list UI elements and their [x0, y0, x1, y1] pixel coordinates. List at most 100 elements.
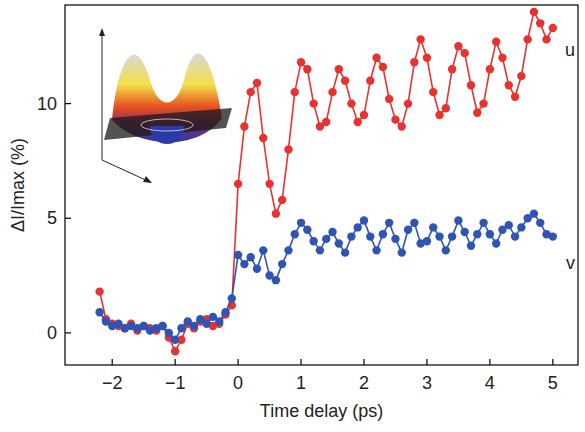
- series-line: [100, 12, 553, 351]
- data-point: [335, 65, 343, 73]
- inset-axis: [102, 30, 103, 160]
- data-point: [165, 329, 173, 337]
- x-tick-label: 0: [233, 373, 243, 393]
- data-point: [467, 242, 475, 250]
- data-point: [385, 219, 393, 227]
- data-point: [442, 104, 450, 112]
- data-point: [297, 58, 305, 66]
- data-point: [171, 347, 179, 355]
- series-label: v: [566, 253, 575, 273]
- data-point: [291, 88, 299, 96]
- data-point: [253, 79, 261, 87]
- data-point: [240, 260, 248, 268]
- data-point: [410, 219, 418, 227]
- series-label: u: [565, 40, 575, 60]
- data-point: [253, 264, 261, 272]
- data-point: [460, 228, 468, 236]
- data-point: [347, 232, 355, 240]
- x-tick-label: −2: [102, 373, 123, 393]
- data-point: [479, 99, 487, 107]
- data-point: [360, 216, 368, 224]
- y-tick: [65, 103, 71, 104]
- x-tick-label: 4: [485, 373, 495, 393]
- chart: −2−10123450510Time delay (ps)ΔI/Imax (%)…: [0, 0, 585, 432]
- x-tick: [426, 359, 427, 365]
- data-point: [511, 93, 519, 101]
- data-point: [398, 122, 406, 130]
- data-point: [284, 246, 292, 254]
- plot-area: [95, 8, 557, 356]
- data-point: [228, 294, 236, 302]
- data-point: [328, 228, 336, 236]
- series-line: [100, 214, 553, 340]
- data-point: [549, 24, 557, 32]
- inset-arrow: [143, 176, 152, 183]
- data-point: [530, 209, 538, 217]
- data-point: [454, 42, 462, 50]
- data-point: [291, 230, 299, 238]
- data-point: [473, 109, 481, 117]
- y-axis-title: ΔI/Imax (%): [8, 138, 28, 232]
- inset-well: [150, 126, 184, 144]
- data-point: [536, 219, 544, 227]
- data-point: [549, 232, 557, 240]
- data-point: [492, 37, 500, 45]
- inset-arrow: [99, 28, 105, 36]
- data-point: [492, 239, 500, 247]
- x-tick: [175, 359, 176, 365]
- data-point: [341, 76, 349, 84]
- data-point: [404, 99, 412, 107]
- data-point: [498, 54, 506, 62]
- data-point: [454, 216, 462, 224]
- data-point: [328, 88, 336, 96]
- x-tick: [489, 359, 490, 365]
- data-point: [511, 232, 519, 240]
- data-point: [158, 322, 166, 330]
- data-point: [303, 65, 311, 73]
- data-point: [398, 248, 406, 256]
- data-point: [448, 65, 456, 73]
- data-point: [335, 239, 343, 247]
- x-tick-label: 2: [359, 373, 369, 393]
- data-point: [221, 308, 229, 316]
- data-point: [486, 230, 494, 238]
- data-point: [259, 134, 267, 142]
- y-tick-label: 5: [47, 208, 57, 228]
- data-point: [460, 49, 468, 57]
- data-point: [435, 111, 443, 119]
- data-point: [272, 276, 280, 284]
- data-point: [410, 58, 418, 66]
- data-point: [486, 65, 494, 73]
- data-point: [423, 54, 431, 62]
- data-point: [171, 336, 179, 344]
- data-point: [372, 246, 380, 254]
- inset-surface: [99, 28, 232, 183]
- data-point: [202, 320, 210, 328]
- data-point: [190, 322, 198, 330]
- data-point: [379, 230, 387, 238]
- data-point: [234, 180, 242, 188]
- plot-frame: [65, 5, 578, 365]
- data-point: [366, 76, 374, 84]
- data-point: [246, 88, 254, 96]
- x-tick-label: 1: [296, 373, 306, 393]
- data-point: [272, 209, 280, 217]
- data-point: [360, 111, 368, 119]
- data-point: [366, 232, 374, 240]
- data-point: [385, 95, 393, 103]
- data-point: [259, 246, 267, 254]
- data-point: [467, 81, 475, 89]
- y-tick: [65, 218, 71, 219]
- x-tick: [112, 359, 113, 365]
- y-tick-label: 10: [37, 94, 57, 114]
- data-point: [246, 253, 254, 261]
- data-point: [435, 232, 443, 240]
- data-point: [423, 237, 431, 245]
- data-point: [278, 196, 286, 204]
- x-tick: [552, 359, 553, 365]
- data-point: [316, 246, 324, 254]
- data-point: [372, 54, 380, 62]
- data-point: [505, 221, 513, 229]
- data-point: [479, 219, 487, 227]
- x-tick-label: 3: [422, 373, 432, 393]
